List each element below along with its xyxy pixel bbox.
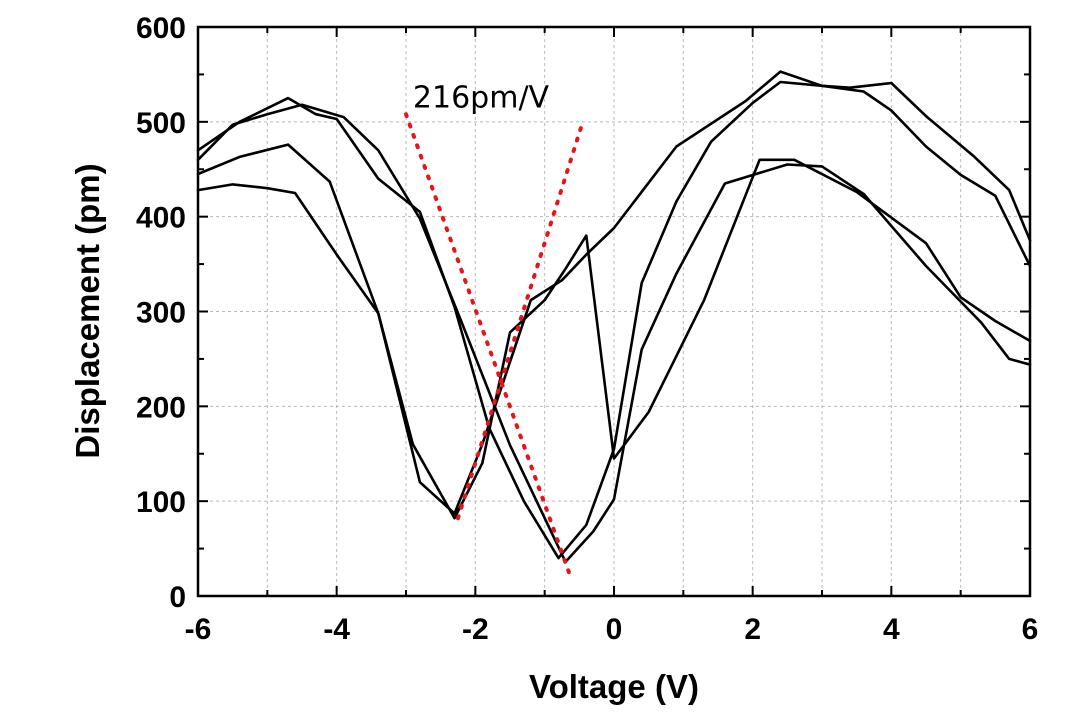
- data-curve-3: [196, 103, 1032, 564]
- fit-line-1: [404, 112, 571, 575]
- data-curve-4: [196, 80, 1032, 560]
- y-tick-label: 500: [136, 107, 186, 140]
- data-curves: [196, 70, 1032, 564]
- y-axis-title: Displacement (pm): [69, 163, 106, 458]
- x-tick-label: 2: [744, 613, 761, 646]
- x-tick-label: -2: [462, 613, 489, 646]
- data-curve-1: [196, 70, 1032, 515]
- y-tick-label: 100: [136, 486, 186, 519]
- y-tick-label: 300: [136, 297, 186, 330]
- x-tick-label: 6: [1022, 613, 1039, 646]
- y-tick-label: 600: [136, 12, 186, 45]
- tick-labels: -6 -4 -2 0 2 4 6 0 100 200 300 400 500 600: [136, 12, 1038, 646]
- x-tick-label: -4: [323, 613, 350, 646]
- x-axis-title: Voltage (V): [529, 668, 699, 705]
- plot-frame: [196, 25, 1032, 598]
- slope-annotation: 216pm/V: [413, 81, 550, 116]
- x-tick-label: 4: [883, 613, 900, 646]
- y-tick-label: 400: [136, 202, 186, 235]
- y-tick-label: 200: [136, 391, 186, 424]
- grid: [198, 27, 1030, 596]
- y-tick-label: 0: [169, 581, 186, 614]
- x-tick-label: -6: [185, 613, 212, 646]
- fit-lines: [404, 112, 585, 575]
- annotations: 216pm/V: [413, 81, 550, 116]
- x-tick-label: 0: [606, 613, 623, 646]
- fit-line-2: [456, 119, 585, 521]
- data-curve-2: [196, 143, 1032, 520]
